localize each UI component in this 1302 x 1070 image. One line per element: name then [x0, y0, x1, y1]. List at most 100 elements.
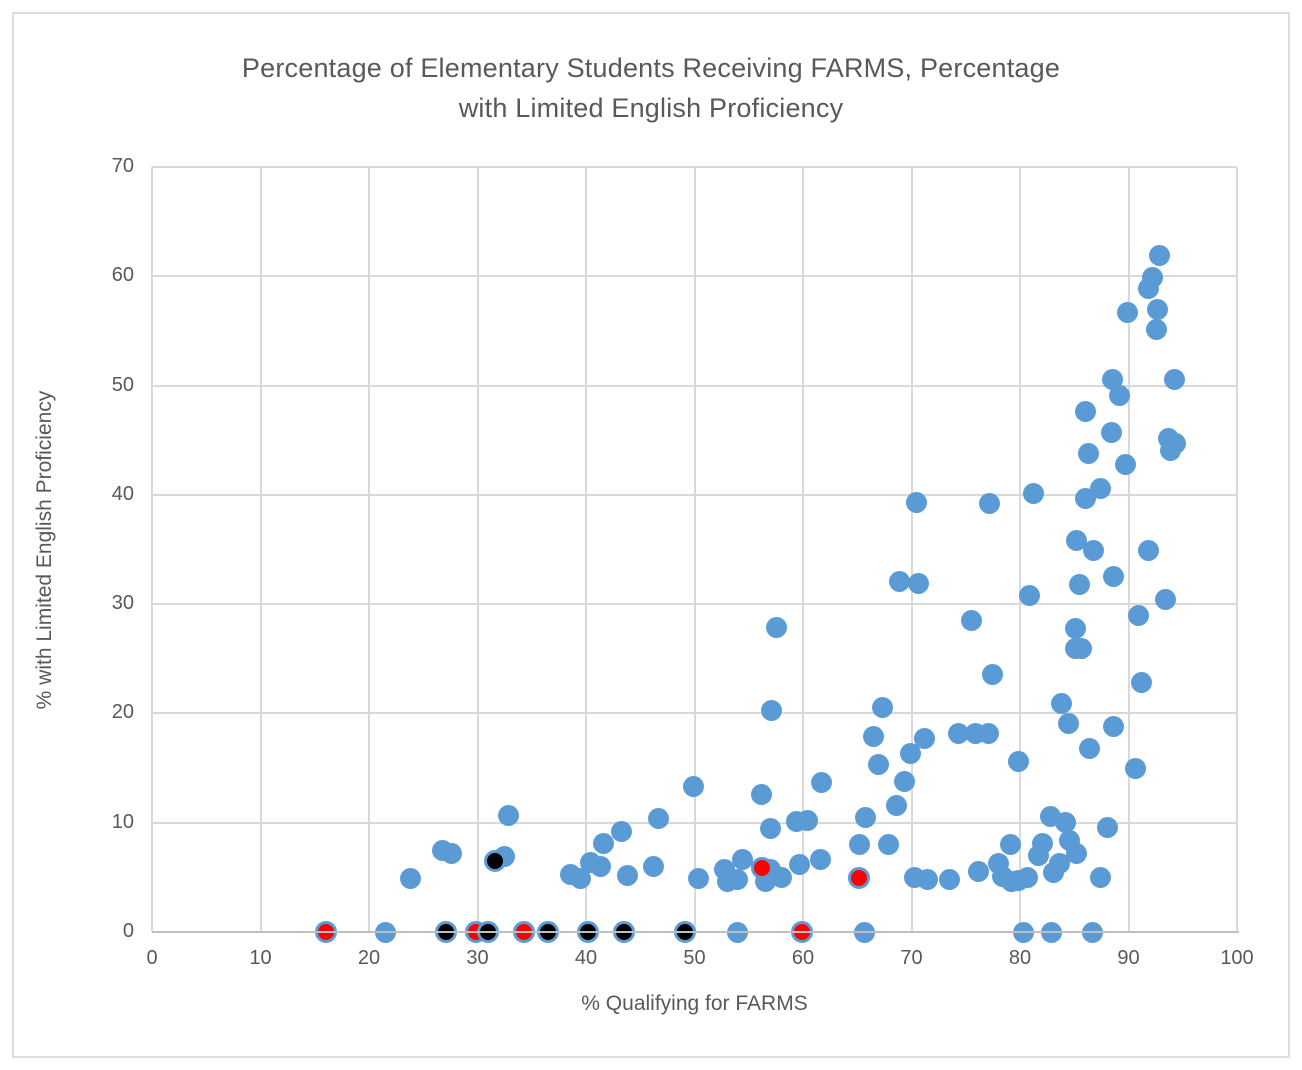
data-point-blue — [611, 820, 633, 842]
data-point-blue — [960, 610, 982, 632]
data-point-blue — [1102, 716, 1124, 738]
data-point-blue — [938, 869, 960, 891]
data-point-blue — [1058, 712, 1080, 734]
data-point-blue — [1083, 540, 1105, 562]
data-point-blue — [968, 861, 990, 883]
chart-title-line1: Percentage of Elementary Students Receiv… — [241, 53, 1061, 83]
data-point-blue — [982, 663, 1004, 685]
x-tick-label: 0 — [146, 947, 158, 969]
data-point-blue — [1146, 319, 1168, 341]
data-point-blue — [947, 722, 969, 744]
y-tick-label: 60 — [111, 264, 134, 287]
data-point-black — [483, 849, 506, 872]
data-point-blue — [761, 699, 783, 721]
y-tick-label: 50 — [111, 373, 134, 396]
gridline-vertical — [259, 167, 262, 932]
data-point-blue — [796, 810, 818, 832]
data-point-blue — [1124, 757, 1146, 779]
data-point-red — [848, 867, 871, 890]
gridline-horizontal — [152, 275, 1237, 278]
data-point-blue — [1008, 751, 1030, 772]
data-point-blue — [878, 834, 900, 856]
data-point-blue — [1116, 301, 1138, 323]
data-point-blue — [1022, 483, 1044, 505]
data-point-blue — [978, 722, 1000, 744]
data-point-blue — [682, 776, 704, 798]
data-point-blue — [1089, 477, 1111, 499]
data-point-blue — [979, 493, 1001, 515]
data-point-blue — [1065, 842, 1087, 864]
data-point-blue — [1017, 866, 1039, 888]
gridline-vertical — [151, 167, 153, 932]
gridline-vertical — [585, 167, 587, 932]
data-point-blue — [570, 867, 592, 889]
data-point-blue — [1137, 540, 1159, 562]
data-point-blue — [759, 817, 781, 839]
x-tick-label: 80 — [1008, 947, 1032, 969]
data-point-blue — [1141, 266, 1163, 288]
data-point-blue — [1147, 298, 1169, 320]
gridline-horizontal — [152, 603, 1237, 606]
chart-title: Percentage of Elementary Students Receiv… — [0, 48, 1302, 128]
y-tick-label: 0 — [122, 920, 134, 942]
y-tick-label: 20 — [111, 701, 134, 724]
x-tick-label: 30 — [466, 947, 489, 969]
data-point-blue — [894, 770, 916, 792]
data-point-blue — [616, 864, 638, 886]
data-point-blue — [1097, 816, 1119, 838]
data-point-blue — [589, 855, 611, 877]
plot-area — [151, 166, 1238, 943]
gridline-vertical — [802, 167, 804, 932]
y-axis-title: % with Limited English Proficiency — [33, 390, 56, 710]
gridline-vertical — [1127, 167, 1130, 932]
data-point-blue — [731, 849, 753, 871]
chart-title-line2: with Limited English Proficiency — [458, 93, 844, 123]
data-point-blue — [727, 869, 749, 891]
data-point-blue — [1019, 584, 1041, 606]
x-tick-label: 50 — [683, 947, 706, 969]
x-axis-line — [152, 931, 1239, 933]
data-point-blue — [1077, 442, 1099, 464]
gridline-vertical — [368, 167, 370, 932]
data-point-blue — [1032, 832, 1054, 854]
data-point-blue — [1074, 401, 1096, 423]
data-point-blue — [810, 771, 832, 793]
gridline-horizontal — [152, 166, 1237, 168]
data-point-blue — [1109, 384, 1131, 406]
x-tick-label: 70 — [900, 947, 923, 969]
data-point-red — [750, 856, 773, 879]
data-point-blue — [1064, 617, 1086, 639]
data-point-blue — [1163, 368, 1185, 390]
x-tick-label: 100 — [1220, 947, 1254, 969]
gridline-horizontal — [152, 384, 1237, 387]
data-point-blue — [766, 616, 788, 638]
data-point-blue — [917, 869, 939, 891]
x-axis-title: % Qualifying for FARMS — [581, 992, 808, 1015]
data-point-blue — [1149, 245, 1171, 267]
data-point-blue — [1101, 368, 1123, 390]
data-point-blue — [592, 832, 614, 854]
y-tick-label: 30 — [111, 592, 134, 615]
data-point-blue — [885, 794, 907, 816]
data-point-blue — [642, 855, 664, 877]
data-point-blue — [789, 853, 811, 875]
y-tick-label: 40 — [111, 482, 134, 505]
data-point-blue — [889, 570, 911, 592]
data-point-blue — [1154, 589, 1176, 611]
data-point-blue — [1131, 672, 1153, 694]
data-point-blue — [648, 807, 670, 829]
data-point-blue — [1100, 422, 1122, 444]
data-point-blue — [868, 754, 890, 776]
x-tick-label: 40 — [574, 947, 598, 969]
data-point-blue — [770, 866, 792, 888]
data-point-blue — [809, 849, 831, 871]
data-point-blue — [688, 867, 710, 889]
data-point-blue — [498, 804, 520, 826]
gridline-vertical — [910, 167, 913, 932]
x-tick-label: 90 — [1117, 947, 1140, 969]
data-point-blue — [1071, 638, 1093, 660]
data-point-blue — [1065, 530, 1087, 552]
y-tick-label: 70 — [111, 155, 134, 177]
data-point-blue — [1114, 453, 1136, 475]
data-point-blue — [751, 783, 773, 805]
